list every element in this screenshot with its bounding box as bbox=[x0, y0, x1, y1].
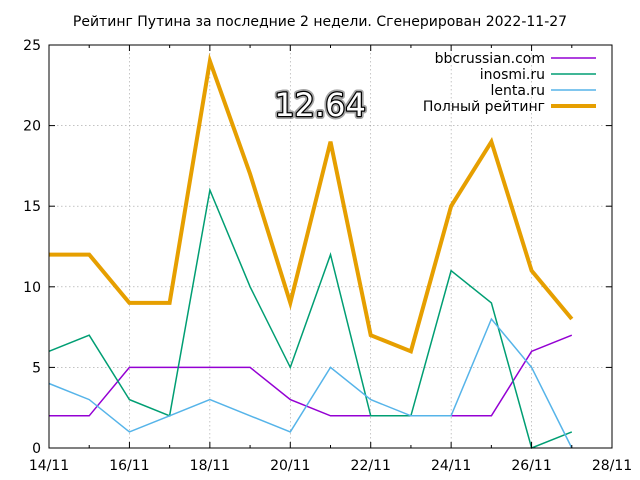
series-line bbox=[49, 334, 573, 417]
value-annotation-outline: 12.64 bbox=[274, 86, 366, 124]
series-line bbox=[48, 187, 573, 450]
x-tick-label: 26/11 bbox=[511, 458, 551, 474]
x-tick-label: 20/11 bbox=[270, 458, 310, 474]
x-tick-label: 28/11 bbox=[592, 458, 632, 474]
chart-title: Рейтинг Путина за последние 2 недели. Сг… bbox=[73, 14, 567, 30]
y-tick-label: 10 bbox=[23, 280, 41, 296]
y-tick-label: 15 bbox=[23, 199, 41, 215]
y-tick-label: 20 bbox=[23, 119, 41, 135]
y-tick-label: 5 bbox=[32, 360, 41, 376]
x-tick-label: 14/11 bbox=[29, 458, 69, 474]
legend-label: bbcrussian.com bbox=[435, 51, 545, 67]
value-annotation: 12.64 bbox=[274, 86, 366, 124]
y-tick-label: 0 bbox=[32, 441, 41, 457]
legend-label: Полный рейтинг bbox=[423, 99, 545, 115]
legend-label: inosmi.ru bbox=[480, 67, 545, 83]
value-annotation-glow: 12.64 bbox=[274, 86, 366, 124]
x-tick-label: 22/11 bbox=[351, 458, 391, 474]
x-tick-label: 16/11 bbox=[109, 458, 149, 474]
legend-label: lenta.ru bbox=[490, 83, 545, 99]
series-lines bbox=[48, 53, 574, 450]
x-tick-label: 18/11 bbox=[190, 458, 230, 474]
series-line bbox=[49, 53, 574, 354]
x-tick-label: 24/11 bbox=[431, 458, 471, 474]
y-tick-label: 25 bbox=[23, 38, 41, 54]
axis-ticks: 0 5 10 15 20 25 14/11 16/11 18/11 20/11 22/11 24/11… bbox=[23, 38, 632, 474]
series-line bbox=[48, 317, 573, 449]
